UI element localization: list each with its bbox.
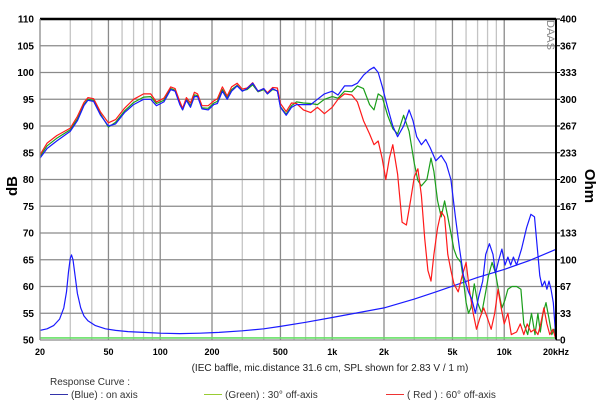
svg-text:50: 50 [103,347,113,357]
svg-text:200: 200 [560,175,577,186]
curve-blue-on-axis [40,66,556,340]
left-y-axis-title: dB [4,176,21,196]
curve-impedance [40,248,556,335]
svg-text:50: 50 [23,336,35,347]
legend-label: (Green) : 30° off-axis [225,390,318,401]
right-y-axis-ticks: 400 367 333 300 267 233 200 167 133 100 67 33 0 [556,15,577,347]
plot-grid [40,19,556,340]
svg-text:100: 100 [153,347,168,357]
svg-text:67: 67 [560,282,572,293]
right-y-axis-title: Ohm [581,169,598,203]
svg-text:1k: 1k [327,347,338,357]
svg-text:20kHz: 20kHz [543,347,570,357]
svg-text:70: 70 [23,229,35,240]
chart-curves [40,66,556,340]
svg-text:65: 65 [23,255,35,266]
svg-text:100: 100 [17,68,34,79]
svg-text:167: 167 [560,202,577,213]
svg-text:267: 267 [560,122,577,133]
svg-text:85: 85 [23,148,35,159]
svg-text:300: 300 [560,95,577,106]
legend-item-blue: (Blue) : on axis [50,390,138,401]
legend-item-green: (Green) : 30° off-axis [204,390,318,401]
svg-text:500: 500 [273,347,288,357]
blue-line-swatch [50,393,68,395]
svg-text:200: 200 [204,347,219,357]
plot-frame [39,17,557,341]
svg-text:33: 33 [560,309,572,320]
svg-text:60: 60 [23,282,35,293]
left-y-axis-ticks: 110 105 100 95 90 85 80 75 70 65 60 55 50 [17,15,34,347]
curve-red-60-off-axis [40,82,556,340]
red-line-swatch [386,393,404,395]
svg-text:333: 333 [560,68,577,79]
svg-text:0: 0 [560,336,566,347]
svg-text:75: 75 [23,202,35,213]
svg-text:110: 110 [18,15,35,26]
svg-text:233: 233 [560,148,577,159]
svg-text:100: 100 [560,255,577,266]
svg-text:133: 133 [560,229,577,240]
svg-text:10k: 10k [497,347,513,357]
svg-text:95: 95 [23,95,35,106]
svg-text:5k: 5k [447,347,458,357]
x-axis-ticks: 20 50 100 200 500 1k 2k 5k 10k 20kHz [35,347,570,357]
svg-text:20: 20 [35,347,45,357]
daas-watermark: DAAS [544,20,556,50]
legend-title: Response Curve : [50,377,131,388]
legend-label: ( Red ) : 60° off-axis [407,390,496,401]
svg-text:367: 367 [560,41,577,52]
legend-item-red: ( Red ) : 60° off-axis [386,390,496,401]
svg-text:90: 90 [23,122,35,133]
legend-label: (Blue) : on axis [71,390,138,401]
svg-text:2k: 2k [379,347,390,357]
svg-text:105: 105 [17,41,34,52]
measurement-caption: (IEC baffle, mic.distance 31.6 cm, SPL s… [191,363,469,374]
green-line-swatch [204,393,222,395]
svg-text:400: 400 [560,15,577,26]
svg-text:55: 55 [23,309,35,320]
svg-text:80: 80 [23,175,35,186]
